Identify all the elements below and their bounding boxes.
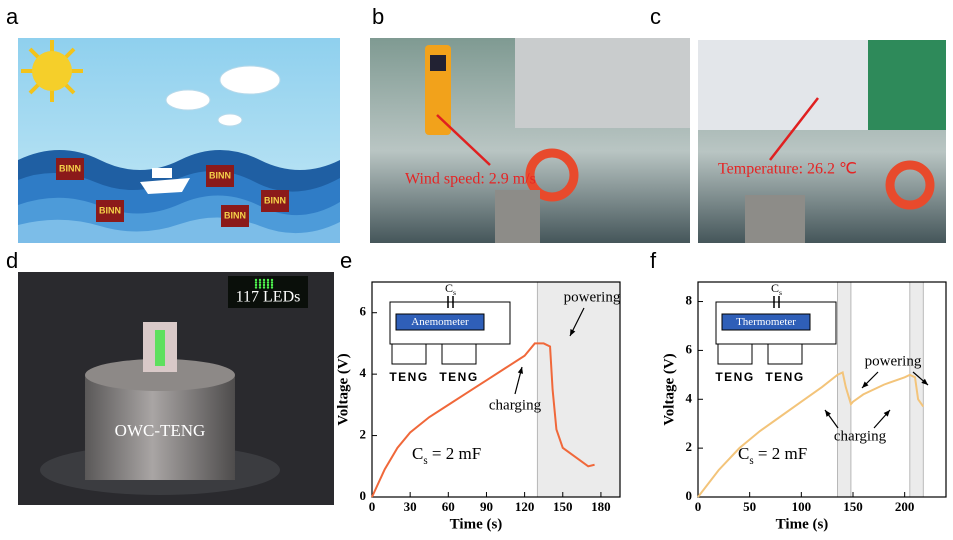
y-tick-label: 2 (360, 427, 367, 442)
buoy-label: BINN (224, 210, 246, 220)
cap-sub: s (779, 288, 782, 297)
led (271, 284, 273, 286)
led (263, 286, 265, 288)
annotation: charging (489, 397, 542, 413)
led (267, 286, 269, 288)
photo: Temperature: 26.2 ℃ (698, 40, 946, 243)
cap-letter: C (738, 444, 749, 463)
photo-annotation: Wind speed: 2.9 m/s (405, 171, 536, 188)
x-tick-label: 100 (792, 499, 812, 514)
illustration (18, 38, 340, 243)
x-tick-label: 0 (369, 499, 376, 514)
led (255, 284, 257, 286)
teng-box (392, 344, 426, 364)
buoy-label: BINN (59, 163, 81, 173)
teng-label: TENG (765, 370, 804, 384)
x-tick-label: 90 (480, 499, 493, 514)
x-tick-label: 60 (442, 499, 455, 514)
led (267, 281, 269, 283)
annotation: Cs (445, 281, 456, 298)
figure: a b c d e f Wind speed: 2.9 m/s (0, 0, 953, 540)
led (255, 286, 257, 288)
buoy-label: BINN (209, 170, 231, 180)
x-tick-label: 200 (895, 499, 915, 514)
photo-annotation: 117 LEDs (236, 289, 301, 306)
led (259, 279, 261, 281)
led (271, 286, 273, 288)
cap-letter: C (412, 444, 423, 463)
annotation: Cs = 2 mF (412, 444, 481, 467)
x-tick-label: 180 (591, 499, 611, 514)
led (255, 281, 257, 283)
annotation: powering (564, 289, 621, 305)
cap-letter: C (445, 281, 453, 295)
y-tick-label: 4 (360, 365, 367, 380)
teng-label: TENG (715, 370, 754, 384)
x-tick-label: 150 (843, 499, 863, 514)
panel-label: f (650, 248, 657, 273)
y-tick-label: 0 (686, 488, 693, 503)
y-axis-label: Voltage (V) (335, 353, 351, 425)
cap-sub: s (453, 288, 456, 297)
annotation: powering (865, 353, 922, 369)
photo-annotation: OWC-TENG (115, 421, 206, 440)
annotation: Cs = 2 mF (738, 444, 807, 467)
led (271, 281, 273, 283)
x-tick-label: 150 (553, 499, 573, 514)
y-tick-label: 0 (360, 488, 367, 503)
buoy-label: BINN (99, 205, 121, 215)
x-tick-label: 30 (404, 499, 417, 514)
led (255, 279, 257, 281)
led (263, 279, 265, 281)
y-tick-label: 8 (686, 293, 693, 308)
teng-box (768, 344, 802, 364)
meter-label: Anemometer (411, 316, 469, 328)
cap-rest: = 2 mF (428, 444, 482, 463)
y-tick-label: 6 (686, 341, 693, 356)
x-tick-label: 120 (515, 499, 535, 514)
photo: OWC-TENG 117 LEDs (18, 272, 334, 505)
meter-label: Thermometer (736, 316, 796, 328)
cap-rest: = 2 mF (754, 444, 808, 463)
y-tick-label: 2 (686, 439, 693, 454)
data-line (698, 372, 923, 497)
led (263, 284, 265, 286)
annotation: charging (834, 428, 887, 444)
teng-label: TENG (389, 370, 428, 384)
panel-label: e (340, 248, 352, 273)
led (259, 281, 261, 283)
panel-label: c (650, 4, 661, 29)
x-axis-label: Time (s) (450, 516, 503, 532)
shaded-region (537, 282, 620, 497)
teng-box (718, 344, 752, 364)
teng-box (442, 344, 476, 364)
x-tick-label: 0 (695, 499, 702, 514)
panel-label: b (372, 4, 384, 29)
x-tick-label: 50 (743, 499, 756, 514)
photo-annotation: Temperature: 26.2 ℃ (718, 161, 857, 178)
led (263, 281, 265, 283)
annotation: Cs (771, 281, 782, 298)
led (267, 279, 269, 281)
x-axis-label: Time (s) (776, 516, 829, 532)
arrow-head (825, 410, 831, 417)
panel-label: d (6, 248, 18, 273)
cap-letter: C (771, 281, 779, 295)
led (267, 284, 269, 286)
led (271, 279, 273, 281)
buoy-label: BINN (264, 195, 286, 205)
y-axis-label: Voltage (V) (661, 353, 677, 425)
panel-label: a (6, 4, 19, 29)
shaded-region (838, 282, 851, 497)
photo: Wind speed: 2.9 m/s (370, 38, 690, 243)
led (259, 286, 261, 288)
y-tick-label: 6 (360, 304, 367, 319)
led (259, 284, 261, 286)
teng-label: TENG (439, 370, 478, 384)
y-tick-label: 4 (686, 390, 693, 405)
